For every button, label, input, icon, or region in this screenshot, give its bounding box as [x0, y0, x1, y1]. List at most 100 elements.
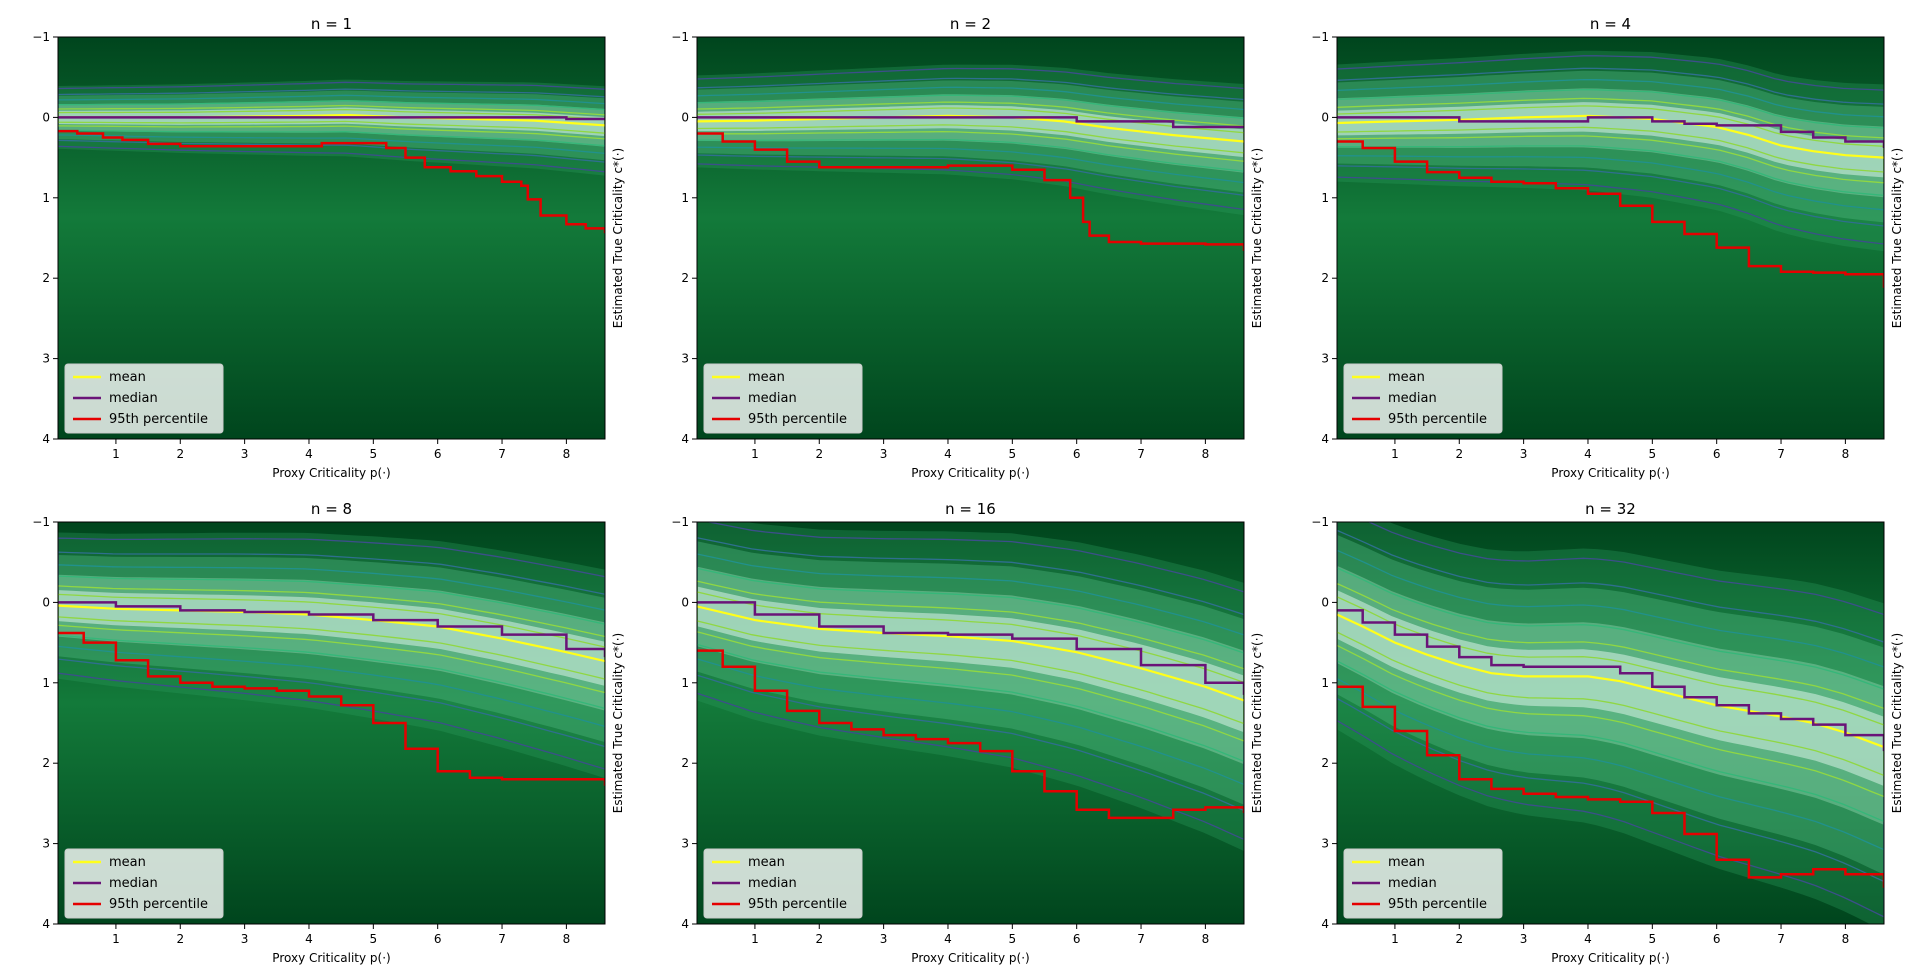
axes-frame — [57, 521, 606, 925]
x-axis-label: Proxy Criticality p(·) — [272, 951, 390, 965]
subplot-title: n = 8 — [311, 500, 352, 518]
subplot-3: n = 4 1 2 3 4 5 6 7 8 −1 0 1 2 3 4 Proxy Criticality p(… — [1311, 15, 1904, 480]
legend: mean median 95th percentile — [64, 848, 224, 919]
legend-box — [703, 848, 863, 919]
density-band-4 — [697, 586, 1244, 733]
contour-line-5 — [1337, 582, 1884, 798]
y-tick-label: 3 — [1321, 352, 1329, 366]
x-tick-label: 1 — [1391, 447, 1399, 461]
x-tick-label: 1 — [1391, 932, 1399, 946]
contour-line-2 — [58, 88, 605, 163]
subplot-title: n = 1 — [311, 15, 352, 33]
x-axis-label: Proxy Criticality p(·) — [911, 466, 1029, 480]
y-axis-label: Estimated True Criticality c*(·) — [1890, 148, 1904, 328]
y-tick-label: 4 — [1321, 432, 1329, 446]
x-tick-label: 8 — [563, 932, 571, 946]
plot-area — [697, 64, 1244, 251]
x-tick-label: 1 — [751, 447, 759, 461]
y-tick-label: 2 — [1321, 271, 1329, 285]
plot-area — [697, 522, 1244, 851]
contour-line-3 — [58, 94, 605, 155]
subplot-4: n = 8 1 2 3 4 5 6 7 8 −1 0 1 2 3 4 Proxy Criticality p(… — [32, 500, 625, 965]
legend-label: median — [748, 391, 797, 406]
median-line — [1337, 116, 1884, 148]
contour-line-3 — [58, 564, 605, 728]
legend-label: mean — [1388, 370, 1425, 385]
x-tick-label: 1 — [112, 447, 120, 461]
contour-line-3 — [1337, 549, 1884, 851]
x-tick-label: 8 — [1202, 447, 1210, 461]
legend: mean median 95th percentile — [703, 363, 863, 434]
legend-label: mean — [1388, 855, 1425, 870]
y-tick-label: 2 — [42, 756, 50, 770]
contour-line-2 — [697, 537, 1244, 812]
axes-frame — [1336, 521, 1885, 925]
legend-label: 95th percentile — [748, 412, 847, 427]
y-tick-label: −1 — [671, 515, 689, 529]
y-tick-label: 4 — [42, 432, 50, 446]
x-tick-label: 6 — [434, 447, 442, 461]
x-tick-label: 3 — [241, 932, 249, 946]
y-axis-label: Estimated True Criticality c*(·) — [1890, 633, 1904, 813]
x-tick-label: 5 — [1009, 447, 1017, 461]
mean-line — [1337, 613, 1884, 749]
y-tick-label: 4 — [42, 917, 50, 931]
y-tick-label: 0 — [1321, 595, 1329, 609]
x-tick-label: 4 — [1584, 932, 1592, 946]
contour-line-3 — [697, 553, 1244, 786]
plot-area — [58, 79, 605, 234]
x-tick-label: 5 — [370, 447, 378, 461]
median-line — [58, 116, 605, 121]
density-band-1 — [1337, 522, 1884, 924]
x-tick-label: 5 — [1009, 932, 1017, 946]
x-tick-label: 8 — [1202, 932, 1210, 946]
x-tick-label: 4 — [944, 932, 952, 946]
x-tick-label: 2 — [176, 447, 184, 461]
contour-line-1 — [58, 537, 605, 770]
x-tick-label: 8 — [1842, 447, 1850, 461]
plot-area — [58, 532, 605, 786]
x-tick-label: 2 — [815, 932, 823, 946]
x-tick-label: 5 — [1649, 932, 1657, 946]
median-line — [697, 601, 1244, 695]
p95-line — [697, 132, 1244, 251]
contour-line-2 — [58, 551, 605, 748]
y-tick-label: 0 — [42, 595, 50, 609]
x-tick-label: 4 — [305, 447, 313, 461]
mean-line — [58, 604, 605, 663]
axes-frame — [1336, 36, 1885, 440]
contour-line-4 — [1337, 567, 1884, 823]
x-tick-label: 3 — [1520, 447, 1528, 461]
y-axis-label: Estimated True Criticality c*(·) — [1250, 633, 1264, 813]
legend: mean median 95th percentile — [1343, 363, 1503, 434]
contour-line-3 — [1337, 78, 1884, 211]
x-tick-label: 2 — [815, 447, 823, 461]
y-tick-label: −1 — [1311, 30, 1329, 44]
contour-line-4 — [697, 567, 1244, 762]
density-band-4 — [1337, 590, 1884, 786]
plot-area — [1337, 522, 1884, 924]
x-tick-label: 8 — [563, 447, 571, 461]
y-tick-label: 1 — [1321, 676, 1329, 690]
x-tick-label: 6 — [1713, 447, 1721, 461]
contour-line-2 — [1337, 529, 1884, 883]
legend: mean median 95th percentile — [703, 848, 863, 919]
axes-frame — [696, 521, 1245, 925]
y-tick-label: 1 — [1321, 191, 1329, 205]
contour-line-6 — [58, 593, 605, 680]
contour-line-5 — [1337, 97, 1884, 184]
legend-label: 95th percentile — [748, 897, 847, 912]
x-tick-label: 8 — [1842, 932, 1850, 946]
subplot-5: n = 16 1 2 3 4 5 6 7 8 −1 0 1 2 3 4 Proxy Criticality p… — [671, 500, 1264, 965]
density-band-1 — [1337, 50, 1884, 252]
contour-line-4 — [58, 575, 605, 710]
x-tick-label: 5 — [1649, 447, 1657, 461]
contour-line-6 — [1337, 596, 1884, 777]
contour-line-1 — [1337, 522, 1884, 918]
x-axis-label: Proxy Criticality p(·) — [272, 466, 390, 480]
subplot-title: n = 32 — [1585, 500, 1636, 518]
y-tick-label: 0 — [1321, 110, 1329, 124]
contour-line-6 — [1337, 105, 1884, 173]
median-line — [58, 601, 605, 658]
y-tick-label: 1 — [42, 191, 50, 205]
